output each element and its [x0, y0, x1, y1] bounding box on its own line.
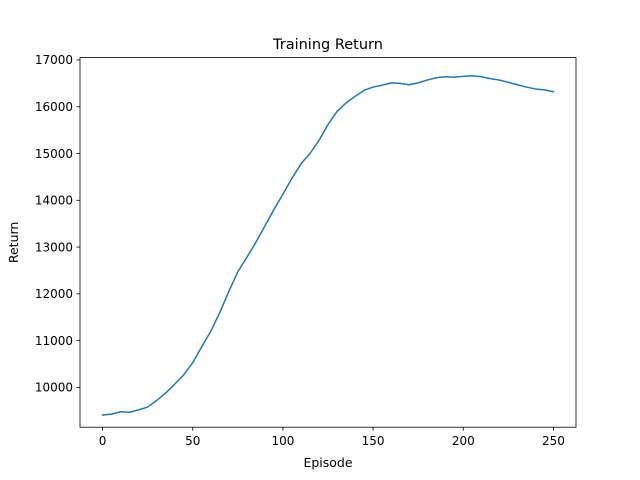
y-tick-label: 12000 [35, 287, 73, 301]
plot-area [80, 57, 576, 428]
y-tick-label: 11000 [35, 334, 73, 348]
y-tick-label: 17000 [35, 53, 73, 67]
series-layer [101, 75, 555, 416]
x-tick-label: 100 [271, 434, 294, 448]
x-tick-label: 150 [362, 434, 385, 448]
x-tick-label: 200 [452, 434, 475, 448]
plot-frame [79, 57, 577, 428]
x-tick-label: 50 [185, 434, 200, 448]
y-tick-label: 13000 [35, 240, 73, 254]
x-tick-label: 250 [542, 434, 565, 448]
y-tick-label: 14000 [35, 194, 73, 208]
chart-title: Training Return [272, 37, 383, 53]
y-axis-label: Return [6, 222, 21, 263]
y-tick-label: 15000 [35, 147, 73, 161]
y-tick-label: 10000 [35, 381, 73, 395]
return-series-line [101, 75, 555, 416]
x-axis-label: Episode [303, 455, 352, 470]
y-tick-label: 16000 [35, 100, 73, 114]
ticks-layer: 0 50 100 150 200 250 10000 11000 12000 13000 14000… [35, 53, 565, 448]
x-tick-label: 0 [99, 434, 107, 448]
